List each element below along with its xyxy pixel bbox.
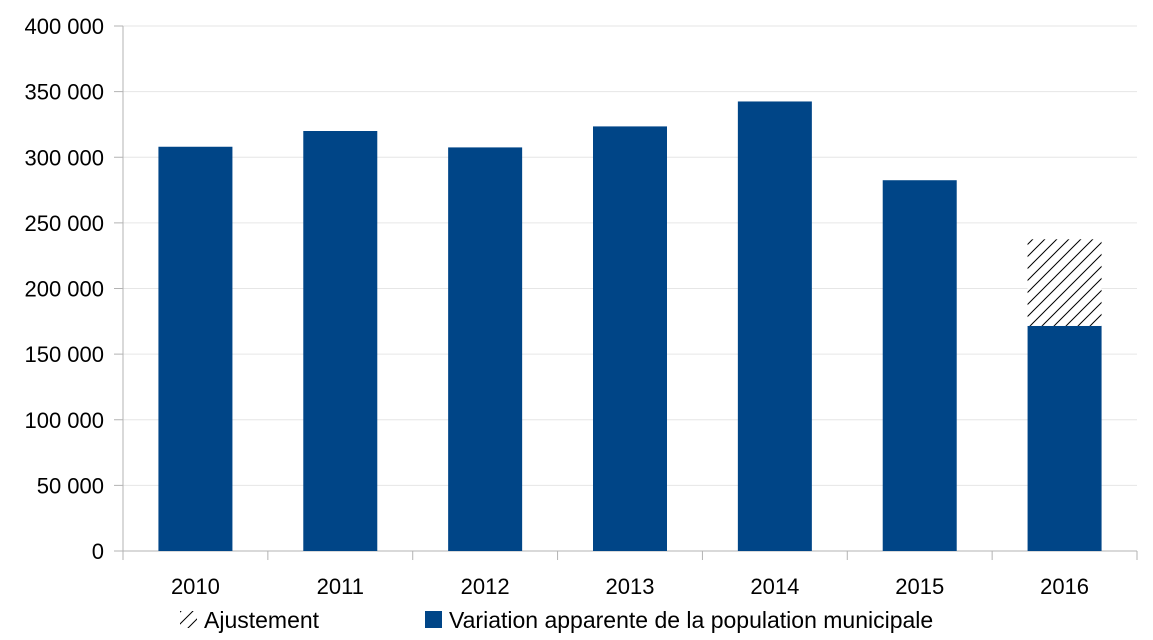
legend-swatch-solid: [425, 611, 442, 628]
axes: [114, 25, 1138, 560]
y-tick-label: 300 000: [24, 145, 104, 170]
x-tick-label: 2012: [461, 574, 510, 599]
x-tick-label: 2014: [750, 574, 799, 599]
legend-item-variation: Variation apparente de la population mun…: [425, 607, 933, 633]
bars: [158, 101, 1102, 551]
legend-label: Ajustement: [204, 607, 320, 633]
bar-variation-2014: [737, 101, 812, 551]
bar-variation-2016: [1027, 325, 1102, 551]
y-axis-ticks: 0 50 000 100 000 150 000 200 000 250 000 300 0…: [24, 14, 104, 564]
bar-variation-2012: [448, 147, 523, 551]
y-tick-label: 50 000: [37, 473, 104, 498]
legend-item-ajustement: Ajustement: [180, 607, 320, 633]
legend-label: Variation apparente de la population mun…: [449, 607, 933, 633]
bar-variation-2011: [303, 131, 378, 551]
x-axis-ticks: 2010 2011 2012 2013 2014 2015 2016: [171, 574, 1089, 599]
bar-variation-2010: [158, 146, 233, 551]
bar-variation-2013: [593, 126, 667, 551]
x-tick-label: 2011: [317, 574, 364, 599]
y-tick-label: 150 000: [24, 342, 104, 367]
y-tick-label: 400 000: [24, 14, 104, 39]
y-tick-label: 350 000: [24, 80, 104, 105]
x-tick-label: 2010: [171, 574, 220, 599]
y-tick-label: 100 000: [24, 408, 104, 433]
bar-ajustement-2016: [1027, 239, 1102, 326]
x-tick-label: 2013: [606, 574, 655, 599]
x-tick-label: 2015: [895, 574, 944, 599]
legend: Ajustement Variation apparente de la popu…: [180, 607, 933, 633]
legend-swatch-hatched: [180, 611, 197, 628]
y-tick-label: 250 000: [24, 211, 104, 236]
y-tick-label: 0: [92, 539, 104, 564]
bar-variation-2015: [882, 180, 957, 551]
y-tick-label: 200 000: [24, 277, 104, 302]
x-tick-label: 2016: [1040, 574, 1089, 599]
